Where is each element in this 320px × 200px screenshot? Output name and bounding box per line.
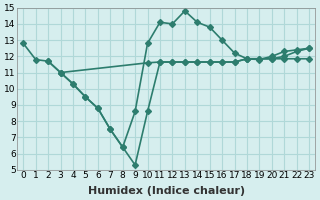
X-axis label: Humidex (Indice chaleur): Humidex (Indice chaleur) <box>88 186 245 196</box>
